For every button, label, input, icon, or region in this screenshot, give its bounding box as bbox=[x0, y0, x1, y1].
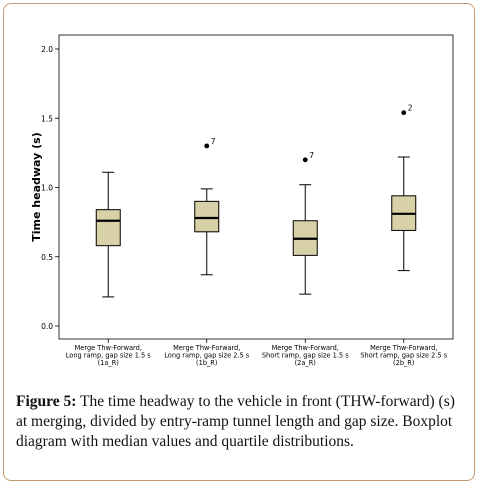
y-tick-label: 1.0 bbox=[41, 184, 53, 193]
x-category-label: Merge Thw-Forward, bbox=[370, 344, 437, 352]
y-tick-label: 1.5 bbox=[41, 114, 53, 123]
x-category-label: (1b_R) bbox=[196, 359, 217, 367]
outlier-point bbox=[401, 110, 407, 116]
plot-area bbox=[58, 34, 454, 340]
x-category-label: (1a_R) bbox=[98, 359, 119, 367]
x-category-label: Short ramp, gap size 2.5 s bbox=[360, 352, 447, 360]
y-axis-label: Time headway (s) bbox=[30, 132, 43, 241]
x-category-label: Merge Thw-Forward, bbox=[173, 344, 240, 352]
x-category-label: (2a_R) bbox=[295, 359, 316, 367]
outlier-point bbox=[204, 143, 210, 149]
figure-caption: Figure 5: The time headway to the vehicl… bbox=[16, 392, 466, 452]
boxplot-chart: Time headway (s) 0.0 0.5 1.0 1.5 2.0 Merge Th… bbox=[30, 34, 454, 367]
box-iqr bbox=[95, 209, 121, 247]
outlier-label: 2 bbox=[408, 104, 413, 113]
box-iqr bbox=[194, 200, 220, 233]
y-tick-label: 0.5 bbox=[41, 253, 53, 262]
outlier-label: 7 bbox=[309, 151, 314, 160]
x-category-label: Short ramp, gap size 1.5 s bbox=[262, 352, 349, 360]
caption-label: Figure 5: bbox=[16, 393, 77, 410]
outlier-label: 7 bbox=[211, 137, 216, 146]
y-tick-label: 0.0 bbox=[41, 322, 53, 331]
x-category-label: Merge Thw-Forward, bbox=[75, 344, 142, 352]
y-tick-label: 2.0 bbox=[41, 45, 53, 54]
x-category-label: Long ramp, gap size 2.5 s bbox=[164, 352, 250, 360]
x-category-label: Long ramp, gap size 1.5 s bbox=[66, 352, 152, 360]
caption-text: The time headway to the vehicle in front… bbox=[16, 393, 455, 450]
x-category-label: Merge Thw-Forward, bbox=[272, 344, 339, 352]
x-category-label: (2b_R) bbox=[393, 359, 414, 367]
outlier-point bbox=[302, 157, 308, 163]
